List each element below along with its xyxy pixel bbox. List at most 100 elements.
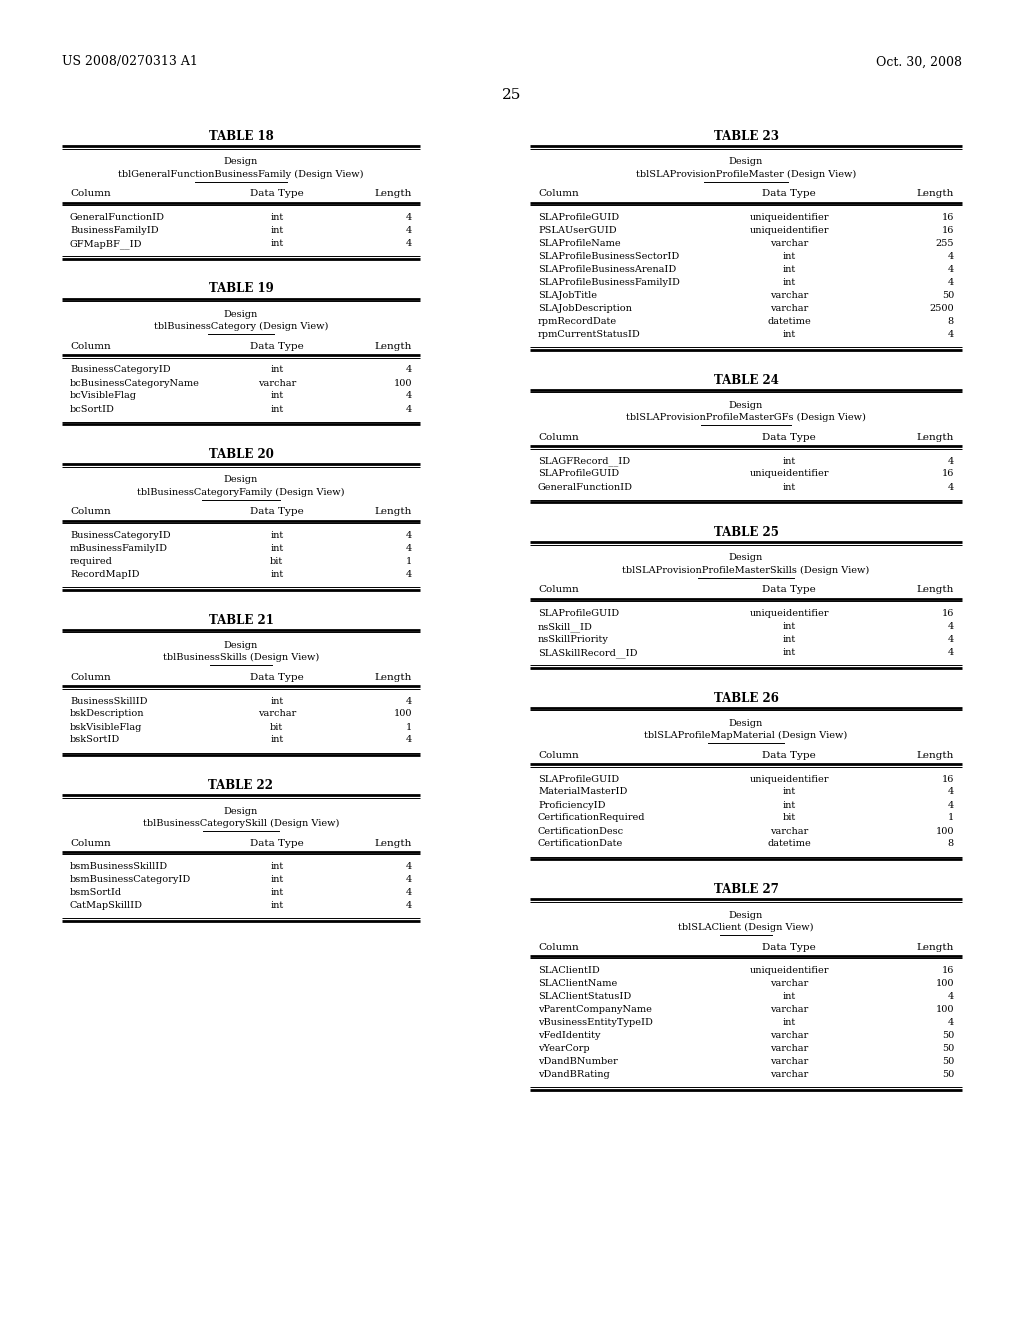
- Text: 4: 4: [948, 330, 954, 339]
- Text: bit: bit: [270, 557, 284, 566]
- Text: Design: Design: [224, 310, 258, 319]
- Text: PSLAUserGUID: PSLAUserGUID: [538, 226, 616, 235]
- Text: 4: 4: [948, 788, 954, 796]
- Text: SLAGFRecord__ID: SLAGFRecord__ID: [538, 457, 630, 466]
- Text: 50: 50: [942, 1071, 954, 1078]
- Text: Design: Design: [224, 475, 258, 484]
- Text: MaterialMasterID: MaterialMasterID: [538, 788, 628, 796]
- Text: required: required: [70, 557, 113, 566]
- Text: 4: 4: [406, 902, 412, 909]
- Text: 50: 50: [942, 1044, 954, 1053]
- Text: SLAProfileGUID: SLAProfileGUID: [538, 609, 620, 618]
- Text: int: int: [782, 788, 796, 796]
- Text: Data Type: Data Type: [250, 190, 304, 198]
- Text: 1: 1: [406, 557, 412, 566]
- Text: 4: 4: [948, 457, 954, 466]
- Text: Design: Design: [224, 642, 258, 649]
- Text: Length: Length: [916, 586, 954, 594]
- Text: CertificationRequired: CertificationRequired: [538, 813, 645, 822]
- Text: Column: Column: [538, 942, 579, 952]
- Text: vYearCorp: vYearCorp: [538, 1044, 590, 1053]
- Text: Length: Length: [916, 942, 954, 952]
- Text: TABLE 25: TABLE 25: [714, 525, 778, 539]
- Text: bskDescription: bskDescription: [70, 710, 144, 718]
- Text: 255: 255: [936, 239, 954, 248]
- Text: int: int: [782, 483, 796, 491]
- Text: bcBusinessCategoryName: bcBusinessCategoryName: [70, 379, 200, 388]
- Text: bsmSortId: bsmSortId: [70, 888, 122, 898]
- Text: CatMapSkillID: CatMapSkillID: [70, 902, 143, 909]
- Text: TABLE 18: TABLE 18: [209, 129, 273, 143]
- Text: 100: 100: [936, 1005, 954, 1014]
- Text: varchar: varchar: [770, 1044, 808, 1053]
- Text: varchar: varchar: [258, 710, 296, 718]
- Text: Length: Length: [916, 433, 954, 442]
- Text: 4: 4: [948, 993, 954, 1001]
- Text: vFedIdentity: vFedIdentity: [538, 1031, 600, 1040]
- Text: bskSortID: bskSortID: [70, 735, 120, 744]
- Text: rpmRecordDate: rpmRecordDate: [538, 317, 617, 326]
- Text: 4: 4: [406, 366, 412, 375]
- Text: Design: Design: [729, 719, 763, 729]
- Text: Column: Column: [538, 751, 579, 760]
- Text: SLAJobTitle: SLAJobTitle: [538, 290, 597, 300]
- Text: vBusinessEntityTypeID: vBusinessEntityTypeID: [538, 1018, 653, 1027]
- Text: int: int: [782, 265, 796, 275]
- Text: int: int: [270, 888, 284, 898]
- Text: 4: 4: [406, 404, 412, 413]
- Text: TABLE 20: TABLE 20: [209, 447, 273, 461]
- Text: int: int: [782, 800, 796, 809]
- Text: 4: 4: [406, 697, 412, 705]
- Text: tblSLAProvisionProfileMaster (Design View): tblSLAProvisionProfileMaster (Design Vie…: [636, 169, 856, 178]
- Text: int: int: [782, 993, 796, 1001]
- Text: SLASkillRecord__ID: SLASkillRecord__ID: [538, 648, 638, 657]
- Text: Length: Length: [375, 838, 412, 847]
- Text: 16: 16: [942, 213, 954, 222]
- Text: nsSkill__ID: nsSkill__ID: [538, 622, 593, 632]
- Text: 4: 4: [406, 735, 412, 744]
- Text: SLAProfileGUID: SLAProfileGUID: [538, 470, 620, 479]
- Text: int: int: [270, 213, 284, 222]
- Text: ProficiencyID: ProficiencyID: [538, 800, 605, 809]
- Text: 4: 4: [948, 483, 954, 491]
- Text: Length: Length: [375, 673, 412, 682]
- Text: TABLE 21: TABLE 21: [209, 614, 273, 627]
- Text: 8: 8: [948, 317, 954, 326]
- Text: 4: 4: [406, 570, 412, 579]
- Text: varchar: varchar: [770, 1071, 808, 1078]
- Text: int: int: [270, 544, 284, 553]
- Text: varchar: varchar: [770, 1057, 808, 1067]
- Text: tblSLAProvisionProfileMasterGFs (Design View): tblSLAProvisionProfileMasterGFs (Design …: [626, 413, 866, 422]
- Text: 2500: 2500: [930, 304, 954, 313]
- Text: TABLE 22: TABLE 22: [209, 779, 273, 792]
- Text: Design: Design: [224, 157, 258, 166]
- Text: 4: 4: [406, 888, 412, 898]
- Text: 4: 4: [406, 875, 412, 884]
- Text: 1: 1: [406, 722, 412, 731]
- Text: int: int: [782, 648, 796, 657]
- Text: TABLE 23: TABLE 23: [714, 129, 778, 143]
- Text: Design: Design: [729, 157, 763, 166]
- Text: SLAProfileBusinessFamilyID: SLAProfileBusinessFamilyID: [538, 279, 680, 286]
- Text: rpmCurrentStatusID: rpmCurrentStatusID: [538, 330, 641, 339]
- Text: BusinessSkillID: BusinessSkillID: [70, 697, 147, 705]
- Text: 50: 50: [942, 1031, 954, 1040]
- Text: 4: 4: [948, 252, 954, 261]
- Text: vDandBRating: vDandBRating: [538, 1071, 609, 1078]
- Text: int: int: [270, 902, 284, 909]
- Text: uniqueidentifier: uniqueidentifier: [750, 213, 829, 222]
- Text: CertificationDate: CertificationDate: [538, 840, 624, 849]
- Text: Length: Length: [375, 507, 412, 516]
- Text: Length: Length: [375, 342, 412, 351]
- Text: 4: 4: [948, 622, 954, 631]
- Text: Data Type: Data Type: [762, 190, 816, 198]
- Text: int: int: [270, 862, 284, 871]
- Text: Column: Column: [538, 586, 579, 594]
- Text: int: int: [270, 392, 284, 400]
- Text: 4: 4: [948, 635, 954, 644]
- Text: 100: 100: [936, 979, 954, 987]
- Text: varchar: varchar: [258, 379, 296, 388]
- Text: 4: 4: [406, 544, 412, 553]
- Text: BusinessCategoryID: BusinessCategoryID: [70, 531, 171, 540]
- Text: 4: 4: [406, 531, 412, 540]
